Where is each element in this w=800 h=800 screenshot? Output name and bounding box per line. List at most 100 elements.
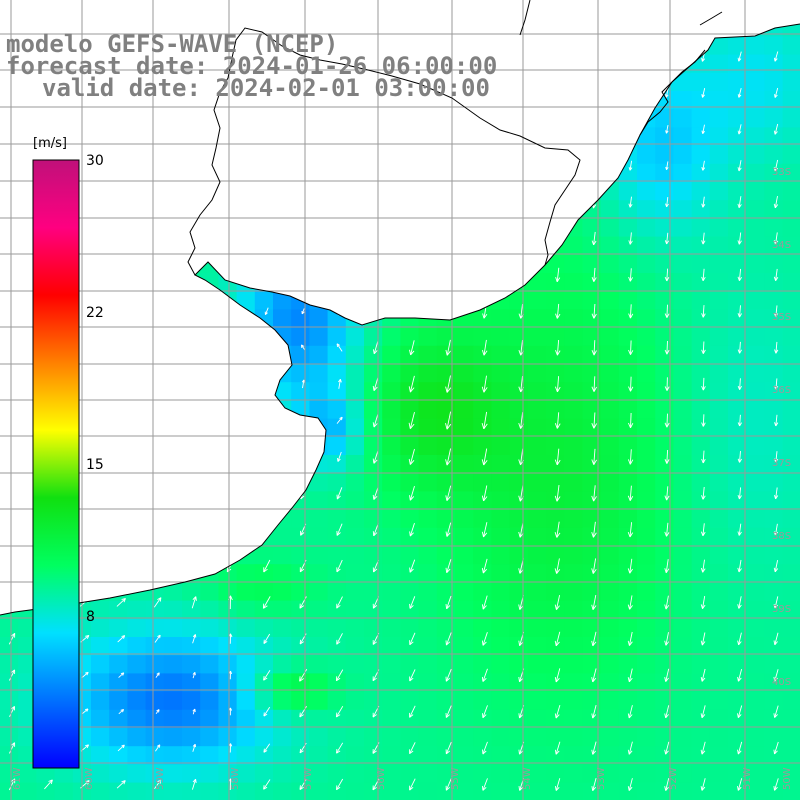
field-cell [400,728,420,747]
field-cell [491,764,511,784]
wind-arrow [481,411,488,430]
field-cell [527,764,547,784]
lon-label: 50W [782,767,793,790]
wind-arrow [701,87,706,98]
field-cell [637,309,656,329]
field-cell [273,291,292,310]
field-cell [764,163,784,183]
field-cell [91,764,110,784]
field-cell [309,345,329,365]
field-cell [236,782,256,800]
wind-arrow [409,485,415,501]
field-cell [455,673,474,693]
field-cell [273,582,292,602]
field-cell [145,764,165,784]
field-cell [345,637,365,656]
colorbar-tick-22: 22 [86,305,104,321]
field-cell [455,709,474,729]
field-cell [418,618,438,638]
wind-arrow [664,668,670,682]
wind-arrow [591,521,597,538]
field-cell [728,728,747,747]
wind-arrow [555,303,561,319]
field-cell [345,728,365,747]
field-cell [546,746,565,765]
field-cell [418,527,438,547]
field-cell [418,418,438,438]
field-cell [764,600,784,620]
field-cell [527,291,547,310]
field-cell [509,600,529,620]
field-cell [145,691,165,711]
field-cell [600,527,620,547]
field-cell [728,327,747,347]
field-cell [600,200,620,219]
field-cell [418,600,438,620]
field-cell [327,491,347,511]
field-cell [182,618,201,638]
field-cell [673,455,693,474]
field-cell [728,709,747,729]
field-cell [746,618,765,638]
field-cell [582,728,602,747]
wind-arrow [481,448,488,466]
field-cell [673,746,693,765]
field-cell [309,400,329,420]
field-cell [746,455,765,474]
field-cell [582,491,602,511]
field-cell [546,564,565,583]
field-cell [655,546,674,565]
field-cell [327,637,347,656]
field-cell [709,72,729,92]
field-cell [691,200,711,219]
field-cell [418,764,438,784]
field-cell [491,600,511,620]
field-cell [400,473,420,492]
field-cell [327,655,347,674]
field-cell [728,54,747,74]
field-cell [218,709,238,729]
field-cell [491,436,511,456]
wind-arrow [701,414,706,427]
field-cell [182,637,201,656]
field-cell [364,582,383,602]
field-cell [418,382,438,401]
lagoon-shore [699,11,723,26]
field-cell [637,655,656,674]
field-cell [709,782,729,800]
field-cell [527,509,547,529]
uruguay-border [187,27,581,276]
wind-arrow [445,632,452,646]
field-cell [564,418,583,438]
field-cell [782,491,800,511]
field-cell [509,618,529,638]
field-cell [291,345,310,365]
field-cell [782,473,800,492]
field-cell [673,254,693,274]
field-cell [655,127,674,147]
field-cell [527,382,547,401]
field-cell [509,546,529,565]
field-cell [527,600,547,620]
field-cell [309,673,329,693]
field-cell [327,564,347,583]
field-cell [618,455,638,474]
field-cell [618,618,638,638]
field-cell [509,436,529,456]
field-cell [728,473,747,492]
field-cell [364,364,383,383]
field-cell [473,600,492,620]
field-cell [364,637,383,656]
field-cell [673,509,693,529]
wind-arrow [701,450,706,464]
field-cell [637,236,656,256]
field-cell [691,455,711,474]
field-cell [564,600,583,620]
field-cell [509,309,529,329]
field-cell [655,637,674,656]
field-cell [309,382,329,401]
field-cell [436,709,456,729]
field-cell [546,691,565,711]
field-cell [709,564,729,583]
field-cell [345,564,365,583]
